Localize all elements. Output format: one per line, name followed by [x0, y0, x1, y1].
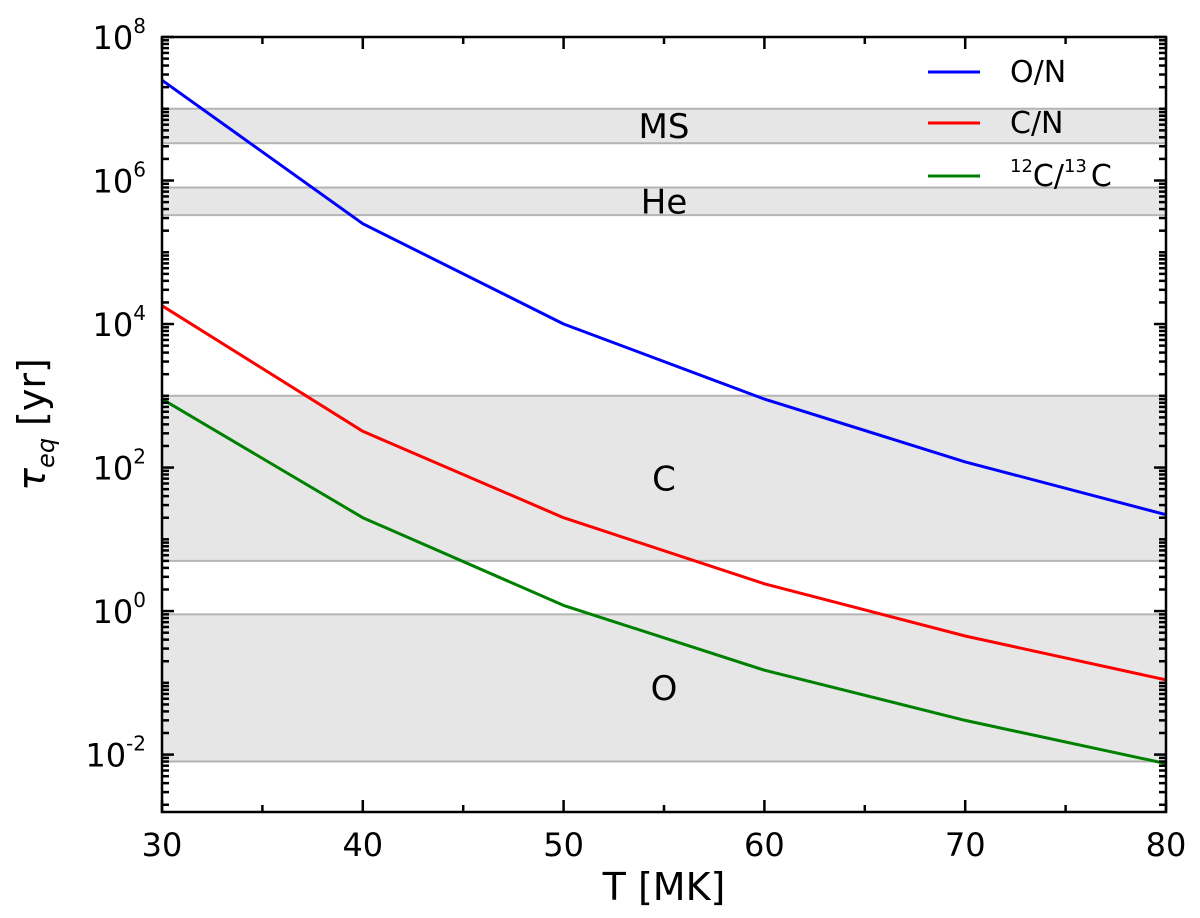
y-tick-label: 100 — [93, 588, 146, 631]
band-c — [162, 395, 1166, 561]
band-label-ms: MS — [639, 107, 690, 147]
band-label-o: O — [651, 669, 678, 709]
legend-label-2: 12C/13 C — [1010, 156, 1112, 194]
x-axis-title: T [MK] — [602, 865, 726, 909]
x-tick-label: 30 — [142, 826, 183, 864]
data-series — [161, 78, 1167, 766]
x-tick-label: 60 — [744, 826, 785, 864]
y-axis-title: τeq [yr] — [10, 358, 60, 491]
y-tick-exponent: 8 — [133, 14, 146, 38]
y-tick-base: 10 — [93, 450, 134, 488]
band-label-c: C — [652, 459, 676, 499]
y-tick-label: 104 — [93, 301, 146, 344]
y-tick-label: 10-2 — [85, 732, 146, 775]
series-line-0 — [161, 78, 1167, 517]
band-label-he: He — [641, 182, 687, 222]
y-axis-unit: [yr] — [10, 358, 54, 426]
band-ms — [162, 108, 1166, 144]
y-tick-label: 108 — [93, 14, 146, 57]
series-line-2 — [161, 397, 1167, 766]
legend-label-0: O/N — [1010, 55, 1066, 90]
y-tick-exponent: -2 — [126, 732, 146, 756]
legend: O/N C/N 12C/13 C — [928, 55, 1112, 194]
legend-label-1: C/N — [1010, 106, 1064, 141]
y-tick-exponent: 6 — [133, 158, 146, 182]
x-tick-label: 80 — [1146, 826, 1187, 864]
axis-ticks — [160, 35, 1168, 812]
x-tick-label: 40 — [342, 826, 383, 864]
y-axis-symbol: τ — [10, 467, 54, 491]
x-tick-label: 70 — [945, 826, 986, 864]
series-line-1 — [161, 304, 1167, 682]
x-tick-label: 50 — [543, 826, 584, 864]
y-tick-base: 10 — [93, 19, 134, 57]
y-axis-subscript: eq — [32, 438, 60, 468]
shaded-bands: MS He C O — [162, 107, 1166, 763]
y-tick-exponent: 2 — [133, 445, 146, 469]
y-tick-base: 10 — [93, 163, 134, 201]
svg-text:τeq[yr]: τeq [yr] — [10, 358, 60, 491]
y-tick-base: 10 — [93, 306, 134, 344]
y-tick-base: 10 — [93, 593, 134, 631]
y-tick-label: 102 — [93, 445, 146, 488]
y-tick-base: 10 — [85, 737, 126, 775]
y-tick-exponent: 0 — [133, 588, 146, 612]
y-tick-label: 106 — [93, 158, 146, 201]
y-tick-exponent: 4 — [133, 301, 146, 325]
